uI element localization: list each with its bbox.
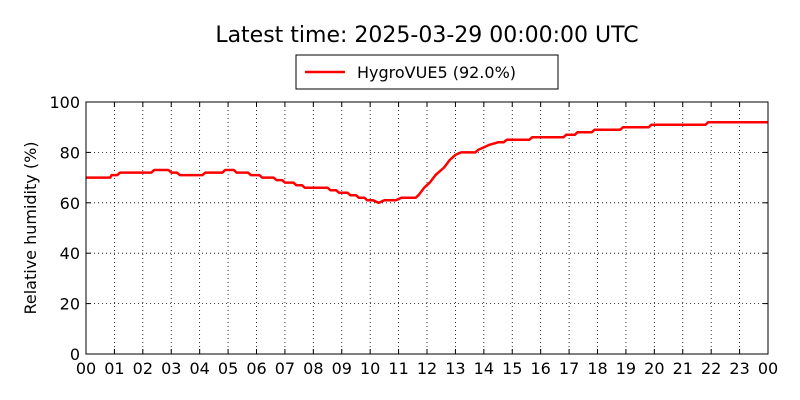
plot-frame [85,101,769,355]
x-tick-label: 00 [758,359,778,378]
x-tick-label: 13 [445,359,465,378]
x-tick-label: 15 [502,359,522,378]
legend-label-hygrovue5: HygroVUE5 (92.0%) [357,63,516,82]
x-tick-label: 04 [189,359,209,378]
x-tick-label: 17 [559,359,579,378]
y-tick-label: 40 [60,244,80,263]
chart-title: Latest time: 2025-03-29 00:00:00 UTC [215,23,638,48]
x-tick-label: 14 [474,359,494,378]
x-tick-label: 12 [417,359,437,378]
y-tick-label: 80 [60,143,80,162]
axis-ticks [85,101,769,355]
x-tick-label: 03 [161,359,181,378]
x-tick-label: 09 [332,359,352,378]
y-tick-label: 0 [70,345,80,364]
x-tick-label: 22 [701,359,721,378]
x-tick-label: 07 [275,359,295,378]
y-tick-label: 60 [60,194,80,213]
legend: HygroVUE5 (92.0%) [295,54,559,90]
x-tick-label: 00 [76,359,96,378]
y-tick-label: 100 [49,93,80,112]
series-line-hygrovue5 [86,120,768,205]
x-tick-label: 18 [587,359,607,378]
x-tick-label: 16 [530,359,550,378]
y-axis-label: Relative humidity (%) [21,141,40,314]
x-tick-label: 05 [218,359,238,378]
y-tick-label: 20 [60,295,80,314]
x-tick-label: 23 [729,359,749,378]
x-tick-label: 21 [673,359,693,378]
x-tick-label: 06 [246,359,266,378]
x-tick-label: 02 [133,359,153,378]
x-tick-label: 20 [644,359,664,378]
x-tick-label: 10 [360,359,380,378]
x-tick-labels: 00 01 02 03 04 05 06 07 08 09 10 11 12 13 14 15 16 17 18 19… [76,359,778,378]
x-tick-label: 11 [388,359,408,378]
x-tick-label: 08 [303,359,323,378]
series-layer [86,120,768,205]
y-tick-labels: 0 20 40 60 80 100 [49,93,80,364]
grid [86,102,768,354]
x-tick-label: 01 [104,359,124,378]
x-tick-label: 19 [616,359,636,378]
